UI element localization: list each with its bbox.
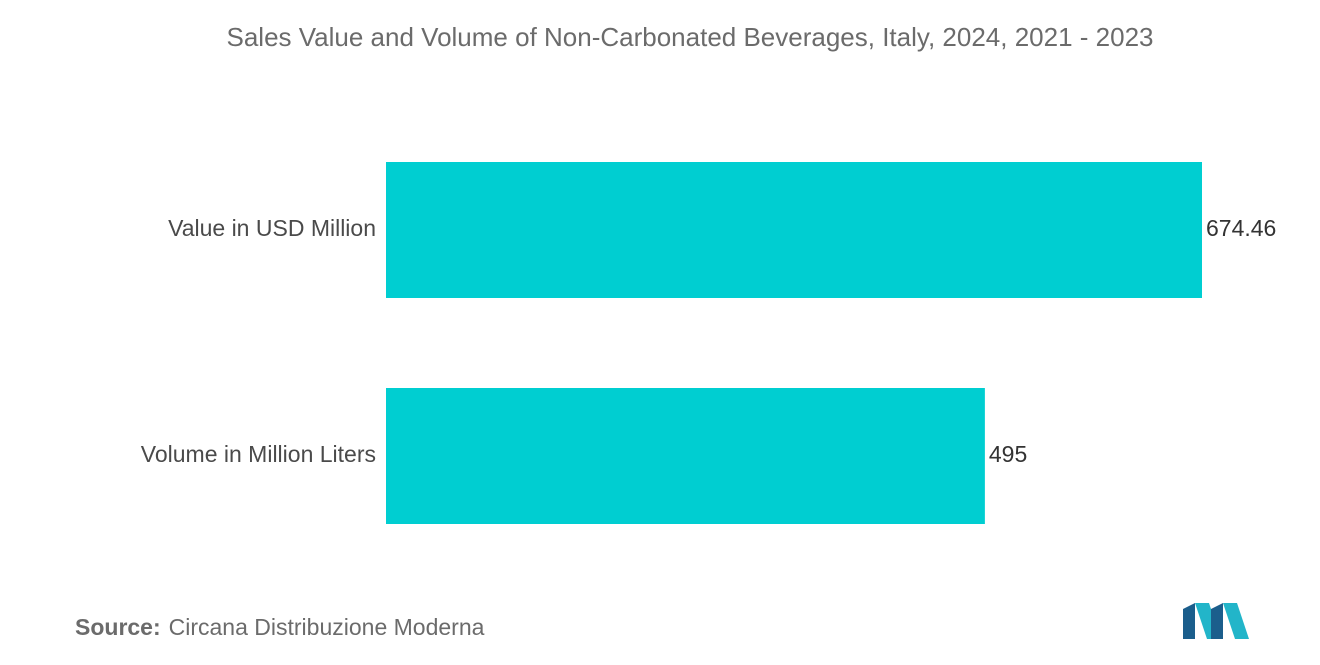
bar-1 bbox=[386, 162, 1202, 298]
source-text: Circana Distribuzione Moderna bbox=[168, 614, 485, 640]
bar-chart: Value in USD Million 674.46 Volume in Mill… bbox=[141, 162, 1276, 524]
category-label: Value in USD Million bbox=[168, 215, 376, 241]
value-label: 674.46 bbox=[1206, 215, 1276, 241]
mordor-intelligence-logo-icon bbox=[1183, 603, 1249, 639]
category-label: Volume in Million Liters bbox=[141, 441, 376, 467]
source-note: Source: Circana Distribuzione Moderna bbox=[75, 614, 484, 641]
bar-2 bbox=[386, 388, 985, 524]
value-label: 495 bbox=[989, 441, 1027, 467]
chart-title: Sales Value and Volume of Non-Carbonated… bbox=[226, 22, 1154, 52]
source-label: Source: bbox=[75, 614, 161, 640]
